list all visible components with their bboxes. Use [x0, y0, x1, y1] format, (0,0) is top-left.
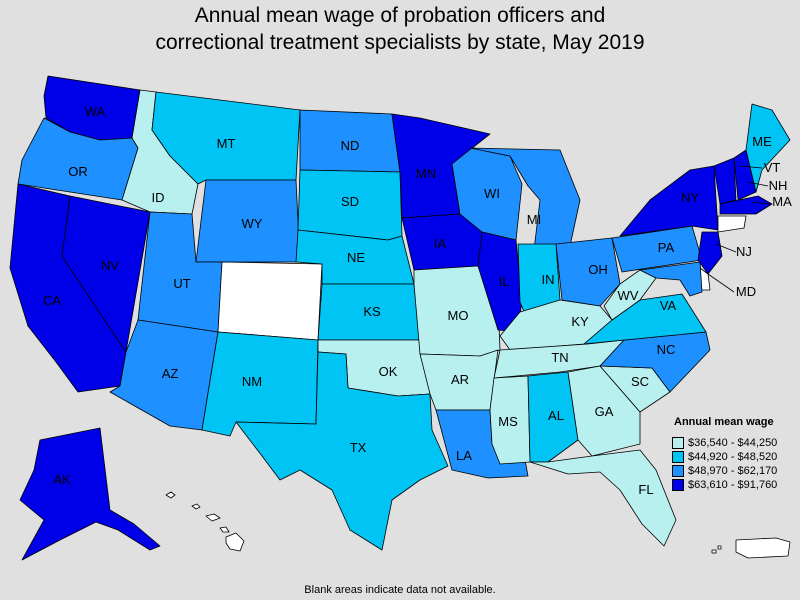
state-ma — [719, 195, 773, 215]
state-label-ne: NE — [347, 250, 365, 265]
hawaii-islands — [165, 491, 245, 552]
state-al — [527, 371, 579, 463]
state-label-pa: PA — [658, 240, 675, 255]
state-md — [639, 261, 703, 297]
state-label-wa: WA — [85, 104, 106, 119]
md-callout-line — [707, 273, 735, 293]
state-label-nm: NM — [242, 374, 262, 389]
legend-swatch-3 — [672, 465, 684, 477]
state-label-ok: OK — [379, 364, 398, 379]
legend-label-3: $48,970 - $62,170 — [688, 465, 778, 477]
legend-item-1: $36,540 - $44,250 — [672, 436, 777, 450]
state-co — [217, 261, 323, 341]
state-label-oh: OH — [588, 262, 608, 277]
nj-callout-line — [715, 243, 737, 253]
state-label-ut: UT — [173, 276, 190, 291]
nh-callout-line — [747, 181, 769, 187]
state-fl — [529, 449, 677, 547]
state-tx — [235, 351, 449, 551]
state-label-wv: WV — [618, 288, 639, 303]
state-label-wi: WI — [484, 186, 500, 201]
title-line-2: correctional treatment specialists by st… — [155, 31, 645, 54]
legend-swatch-2 — [672, 451, 684, 463]
state-label-in: IN — [542, 272, 555, 287]
legend: Annual mean wage $36,540 - $44,250 $44,9… — [672, 416, 777, 492]
state-label-id: ID — [152, 190, 165, 205]
legend-item-2: $44,920 - $48,520 — [672, 450, 777, 464]
state-label-ny: NY — [681, 190, 699, 205]
state-label-mt: MT — [217, 136, 236, 151]
state-label-wy: WY — [242, 216, 263, 231]
state-label-md: MD — [736, 284, 756, 299]
state-va — [583, 293, 707, 345]
legend-swatch-1 — [672, 437, 684, 449]
title-line-1: Annual mean wage of probation officers a… — [194, 4, 606, 27]
state-label-nh: NH — [769, 178, 788, 193]
state-label-ma: MA — [772, 194, 792, 209]
vt-callout-line — [739, 165, 763, 169]
state-label-sd: SD — [341, 194, 359, 209]
state-label-ca: CA — [43, 293, 61, 308]
state-label-ms: MS — [498, 414, 518, 429]
legend-label-1: $36,540 - $44,250 — [688, 437, 778, 449]
state-me — [745, 103, 791, 193]
state-vt — [713, 157, 737, 205]
state-label-tn: TN — [551, 350, 568, 365]
state-label-fl: FL — [638, 482, 653, 497]
virgin-islands — [711, 545, 722, 554]
state-ak — [19, 427, 161, 561]
state-label-mo: MO — [448, 308, 469, 323]
state-label-mn: MN — [416, 166, 436, 181]
state-label-nd: ND — [341, 138, 360, 153]
footnote: Blank areas indicate data not available. — [304, 584, 496, 596]
legend-item-3: $48,970 - $62,170 — [672, 464, 777, 478]
state-mt — [151, 91, 301, 185]
state-label-nc: NC — [657, 342, 676, 357]
state-label-nv: NV — [101, 258, 119, 273]
state-label-az: AZ — [162, 366, 179, 381]
state-label-vt: VT — [764, 160, 781, 175]
state-label-nj: NJ — [736, 244, 752, 259]
state-label-la: LA — [456, 448, 472, 463]
state-label-mi: MI — [527, 212, 541, 227]
puerto-rico — [735, 537, 791, 559]
state-label-al: AL — [548, 408, 564, 423]
map-title: Annual mean wage of probation officers a… — [0, 2, 800, 56]
state-ct — [717, 215, 747, 233]
state-label-ks: KS — [363, 304, 381, 319]
legend-item-4: $63,610 - $91,760 — [672, 478, 777, 492]
state-label-me: ME — [752, 134, 772, 149]
state-label-ar: AR — [451, 372, 469, 387]
legend-swatch-4 — [672, 479, 684, 491]
legend-label-2: $44,920 - $48,520 — [688, 451, 778, 463]
state-label-or: OR — [68, 164, 88, 179]
state-label-sc: SC — [631, 374, 649, 389]
state-nj — [697, 231, 723, 275]
legend-label-4: $63,610 - $91,760 — [688, 479, 778, 491]
state-label-ga: GA — [595, 404, 614, 419]
state-label-il: IL — [499, 274, 510, 289]
state-label-ky: KY — [571, 314, 589, 329]
legend-title: Annual mean wage — [674, 416, 774, 428]
state-label-ia: IA — [434, 236, 447, 251]
state-oh — [555, 237, 621, 307]
state-label-tx: TX — [350, 440, 367, 455]
state-label-ak: AK — [53, 472, 71, 487]
state-ny — [619, 165, 719, 237]
ma-callout-line — [751, 201, 771, 205]
state-label-va: VA — [660, 298, 677, 313]
